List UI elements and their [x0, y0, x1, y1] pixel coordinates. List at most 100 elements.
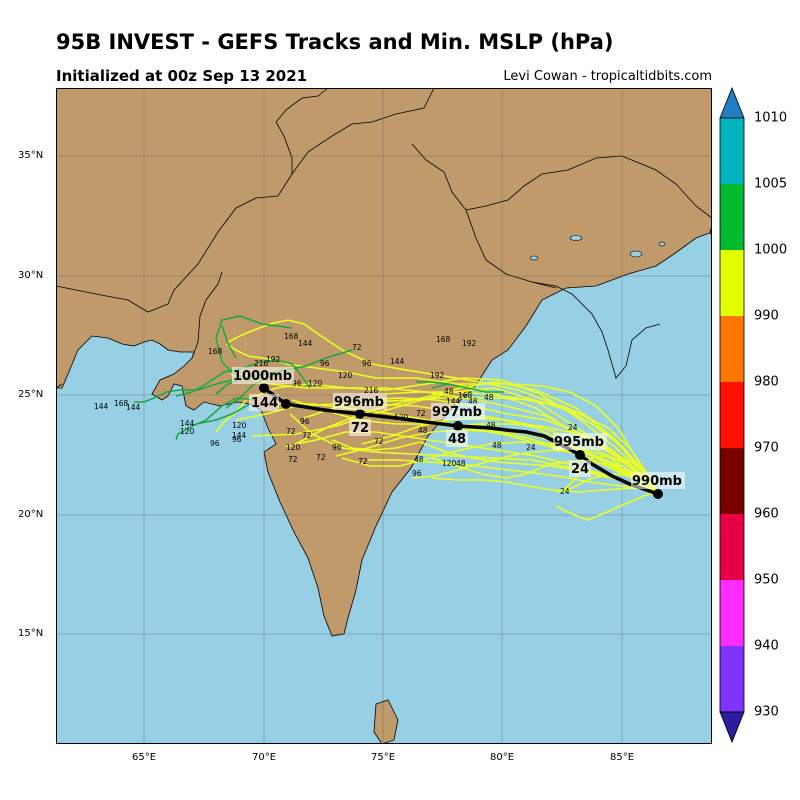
lon-label-80: 80°E	[489, 752, 515, 763]
lon-label-85: 85°E	[609, 752, 635, 763]
svg-text:192: 192	[266, 355, 281, 364]
colorbar-label-950: 950	[754, 572, 779, 588]
svg-text:168: 168	[284, 332, 299, 341]
credit: Levi Cowan - tropicaltidbits.com	[503, 69, 712, 84]
lon-label-75: 75°E	[370, 752, 396, 763]
svg-text:168: 168	[208, 347, 223, 356]
chart-title: 95B INVEST - GEFS Tracks and Min. MSLP (…	[56, 30, 614, 54]
gridlines	[56, 88, 712, 744]
svg-text:120: 120	[394, 413, 409, 422]
lat-label-15: 15°N	[18, 628, 44, 639]
svg-text:48: 48	[456, 459, 466, 468]
map-panel: 24 24 24 48 48 48 48 48 48 48 48 72 72 72 72 72 72…	[56, 88, 712, 744]
colorbar-label-960: 960	[754, 506, 779, 522]
svg-text:144: 144	[180, 419, 195, 428]
svg-text:48: 48	[418, 426, 428, 435]
lon-label-65: 65°E	[131, 752, 157, 763]
svg-text:96: 96	[210, 439, 220, 448]
svg-text:48: 48	[414, 455, 424, 464]
svg-text:72: 72	[316, 453, 326, 462]
init-time: Initialized at 00z Sep 13 2021	[56, 67, 308, 85]
colorbar-label-940: 940	[754, 638, 779, 654]
country-borders	[56, 88, 712, 389]
lon-label-70: 70°E	[251, 752, 277, 763]
svg-text:120: 120	[180, 427, 195, 436]
lat-label-20: 20°N	[18, 509, 44, 520]
ensemble-hour-labels: 24 24 24 48 48 48 48 48 48 48 48 72 72 72 72 72 72…	[94, 332, 578, 496]
svg-text:144: 144	[94, 402, 109, 411]
colorbar-970-980	[720, 382, 744, 448]
colorbar-label-1005: 1005	[754, 176, 788, 192]
svg-text:168: 168	[114, 399, 129, 408]
svg-text:48: 48	[486, 421, 496, 430]
colorbar-990-1000	[720, 250, 744, 316]
svg-text:96: 96	[320, 359, 330, 368]
svg-text:192: 192	[430, 371, 445, 380]
colorbar-950-960	[720, 514, 744, 580]
lat-label-25: 25°N	[18, 389, 44, 400]
mean-track	[262, 386, 659, 496]
colorbar-1000-1005	[720, 184, 744, 250]
svg-text:96: 96	[300, 417, 310, 426]
hour-label-24: 24	[568, 423, 578, 432]
pressure-label-997: 997mb	[432, 405, 482, 420]
lakes	[529, 235, 666, 261]
svg-text:24: 24	[526, 443, 536, 452]
pressure-label-995: 995mb	[554, 435, 604, 450]
hour-label-mean-72: 72	[351, 421, 369, 436]
svg-text:120: 120	[286, 443, 301, 452]
hour-label-mean-144: 144	[251, 396, 278, 411]
lat-label-35: 35°N	[18, 150, 44, 161]
svg-text:120: 120	[338, 371, 353, 380]
colorbar-label-980: 980	[754, 374, 779, 390]
colorbar-930-940	[720, 646, 744, 712]
svg-text:72: 72	[286, 427, 296, 436]
pressure-label-990: 990mb	[632, 474, 682, 489]
svg-text:72: 72	[288, 455, 298, 464]
svg-text:96: 96	[232, 435, 242, 444]
colorbar-label-970: 970	[754, 440, 779, 456]
svg-text:96: 96	[412, 469, 422, 478]
lat-label-30: 30°N	[18, 270, 44, 281]
svg-text:72: 72	[358, 457, 368, 466]
colorbar-label-1000: 1000	[754, 242, 788, 258]
pressure-label-996: 996mb	[334, 395, 384, 410]
svg-text:168: 168	[436, 335, 451, 344]
hour-label-mean-48: 48	[448, 432, 466, 447]
svg-text:120: 120	[308, 379, 323, 388]
svg-text:48: 48	[492, 441, 502, 450]
colorbar	[719, 86, 745, 744]
mean-track-labels: 990mb 995mb 997mb 996mb 1000mb 24 48 72 …	[232, 367, 685, 489]
svg-text:96: 96	[362, 359, 372, 368]
pressure-label-1000: 1000mb	[233, 369, 292, 384]
map-frame	[56, 88, 712, 744]
svg-text:120: 120	[232, 421, 247, 430]
svg-text:96: 96	[332, 443, 342, 452]
mean-track-points	[259, 383, 663, 499]
svg-text:24: 24	[560, 487, 570, 496]
colorbar-960-970	[720, 448, 744, 514]
svg-text:72: 72	[416, 409, 426, 418]
colorbar-980-990	[720, 316, 744, 382]
land-mass	[56, 88, 712, 637]
sri-lanka	[373, 699, 399, 744]
svg-text:72: 72	[352, 343, 362, 352]
colorbar-top-arrow	[719, 86, 745, 119]
colorbar-label-990: 990	[754, 308, 779, 324]
svg-text:48: 48	[444, 387, 454, 396]
colorbar-bottom-arrow	[719, 711, 745, 744]
svg-text:168: 168	[458, 391, 473, 400]
svg-text:48: 48	[484, 393, 494, 402]
colorbar-940-950	[720, 580, 744, 646]
colorbar-label-1010: 1010	[754, 110, 788, 126]
hour-label-mean-24: 24	[571, 462, 589, 477]
svg-text:96: 96	[292, 379, 302, 388]
colorbar-label-930: 930	[754, 704, 779, 720]
svg-text:144: 144	[298, 339, 313, 348]
svg-text:120: 120	[442, 459, 457, 468]
svg-text:144: 144	[390, 357, 405, 366]
svg-text:216: 216	[254, 359, 269, 368]
svg-text:144: 144	[126, 403, 141, 412]
svg-text:72: 72	[374, 437, 384, 446]
svg-text:72: 72	[302, 431, 312, 440]
